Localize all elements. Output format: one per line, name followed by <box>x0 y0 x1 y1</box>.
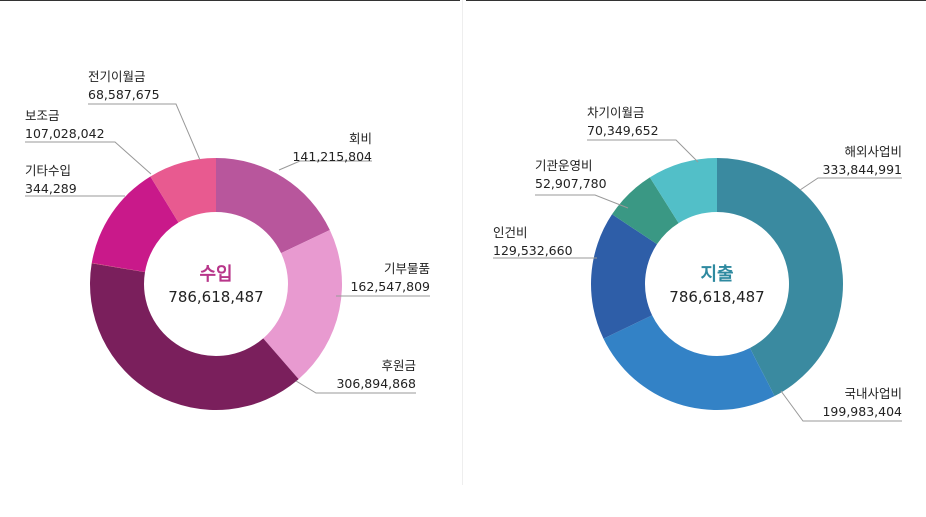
expense-slice-name-1: 국내사업비 <box>844 386 902 401</box>
income-slice-name-0: 회비 <box>349 131 372 146</box>
income-center-total: 786,618,487 <box>168 288 263 306</box>
income-slice-name-4: 보조금 <box>25 108 60 123</box>
expense-slice-name-4: 차기이월금 <box>587 105 645 120</box>
income-slice-0 <box>216 158 330 254</box>
expense-slice-value-3: 52,907,780 <box>535 176 607 191</box>
expense-slice-0 <box>717 158 844 397</box>
income-donut-chart: 회비 141,215,804 기부물품 162,547,809 후원금 306,894,8… <box>25 69 430 411</box>
expense-slice-3 <box>612 177 679 245</box>
expense-slice-name-2: 인건비 <box>493 225 528 240</box>
expense-center-title: 지출 <box>700 264 733 285</box>
income-slice-4 <box>91 176 179 272</box>
income-leader-line-4 <box>25 141 152 175</box>
expense-leader-line-4 <box>587 139 699 163</box>
expense-center-total: 786,618,487 <box>669 288 764 306</box>
income-leader-line-2 <box>295 380 416 394</box>
income-slice-name-1: 기부물품 <box>384 261 430 276</box>
expense-slice-name-3: 기관운영비 <box>535 158 593 173</box>
income-slice-1 <box>263 230 342 380</box>
top-border-left <box>0 0 460 1</box>
income-slice-value-2: 306,894,868 <box>336 376 416 391</box>
expense-slice-value-1: 199,983,404 <box>822 404 902 419</box>
expense-slice-1 <box>603 315 775 411</box>
top-border-right <box>466 0 926 1</box>
income-leader-line-0 <box>278 160 372 171</box>
expense-slice-value-4: 70,349,652 <box>587 123 659 138</box>
income-slice-name-3: 기타수입 <box>25 163 71 178</box>
expense-slice-name-0: 해외사업비 <box>844 144 902 159</box>
panel-divider <box>462 0 463 485</box>
income-slice-5 <box>150 158 216 223</box>
income-slice-value-5: 68,587,675 <box>88 87 160 102</box>
income-slice-value-1: 162,547,809 <box>350 279 430 294</box>
expense-slice-value-2: 129,532,660 <box>493 243 573 258</box>
income-slice-value-0: 141,215,804 <box>292 149 372 164</box>
expense-leader-line-0 <box>799 177 902 191</box>
expense-slice-2 <box>591 214 658 339</box>
expense-leader-line-3 <box>535 194 629 209</box>
income-slice-name-5: 전기이월금 <box>88 69 146 84</box>
income-slice-2 <box>90 263 299 411</box>
income-slice-3 <box>91 262 146 273</box>
income-slice-value-4: 107,028,042 <box>25 126 105 141</box>
expense-leader-line-1 <box>780 390 902 422</box>
expense-slice-value-0: 333,844,991 <box>822 162 902 177</box>
income-slice-value-3: 344,289 <box>25 181 77 196</box>
expense-slice-4 <box>649 158 717 224</box>
income-slice-name-2: 후원금 <box>381 358 416 373</box>
expense-donut-chart: 해외사업비 333,844,991 국내사업비 199,983,404 인건비 129,5… <box>493 105 902 422</box>
income-leader-line-5 <box>88 103 201 161</box>
income-center-title: 수입 <box>199 263 232 285</box>
